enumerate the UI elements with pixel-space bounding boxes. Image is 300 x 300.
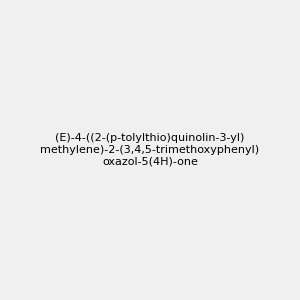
Text: (E)-4-((2-(p-tolylthio)quinolin-3-yl)
methylene)-2-(3,4,5-trimethoxyphenyl)
oxaz: (E)-4-((2-(p-tolylthio)quinolin-3-yl) me… xyxy=(40,134,260,166)
